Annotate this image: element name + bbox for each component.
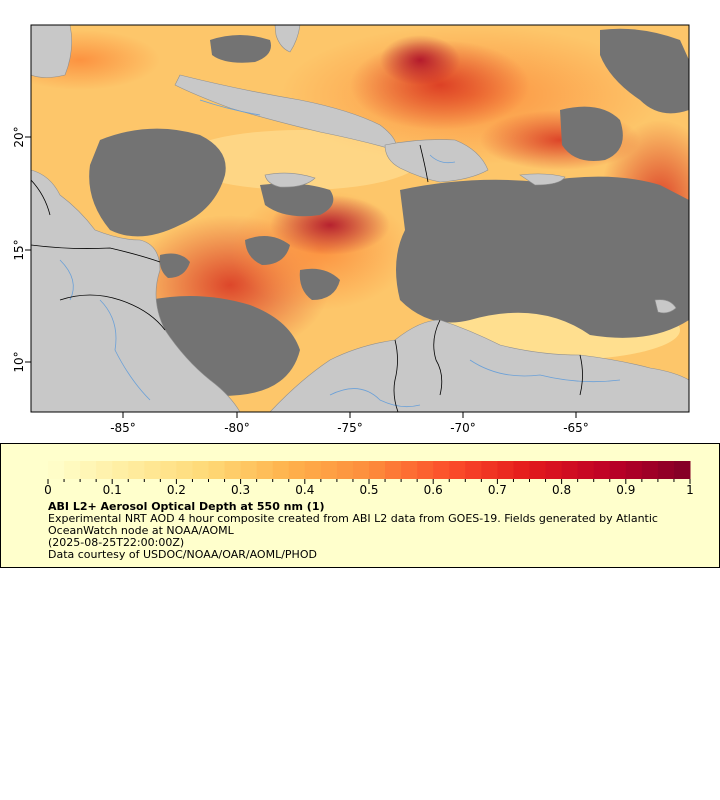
colorbar-cell [352, 461, 370, 479]
colorbar-tick-label: 0.8 [552, 483, 571, 497]
colorbar-cell [529, 461, 547, 479]
colorbar-tick-label: 0.1 [103, 483, 122, 497]
map-frame [30, 24, 690, 413]
colorbar: 0 0.1 0.2 0.3 0.4 0.5 0.6 0.7 0.8 0.9 1 [44, 461, 694, 497]
colorbar-cell [256, 461, 274, 479]
colorbar-cell [240, 461, 258, 479]
colorbar-cell [64, 461, 81, 479]
colorbar-tick-label: 0.7 [488, 483, 507, 497]
colorbar-cell [288, 461, 306, 479]
colorbar-tick-label: 0.5 [359, 483, 378, 497]
colorbar-cell [176, 461, 193, 479]
colorbar-cell [449, 461, 466, 479]
rivers [59, 99, 621, 408]
colorbar-cell [577, 461, 595, 479]
aod-low [180, 130, 420, 190]
colorbar-cell [160, 461, 177, 479]
lon-tick-label: -75° [337, 421, 363, 435]
colorbar-cell [320, 461, 338, 479]
colorbar-tick-label: 0.4 [295, 483, 314, 497]
colorbar-cell [625, 461, 643, 479]
colorbar-cell [593, 461, 611, 479]
no-data-regions [31, 28, 689, 396]
colorbar-cell [369, 461, 386, 479]
lon-tick-label: -80° [224, 421, 250, 435]
colorbar-cell [641, 461, 659, 479]
legend-description: Experimental NRT AOD 4 hour composite cr… [48, 512, 658, 537]
colorbar-ticks: 0 0.1 0.2 0.3 0.4 0.5 0.6 0.7 0.8 0.9 1 [44, 479, 694, 497]
colorbar-cell [673, 461, 691, 479]
lat-tick-label: 20° [12, 126, 26, 147]
lon-tick-label: -70° [450, 421, 476, 435]
colorbar-tick-label: 0.3 [231, 483, 250, 497]
colorbar-cell [433, 461, 450, 479]
lon-tick-label: -65° [563, 421, 589, 435]
colorbar-cell [336, 461, 354, 479]
colorbar-tick-label: 0.6 [424, 483, 443, 497]
colorbar-cell [401, 461, 418, 479]
colorbar-cell [192, 461, 209, 479]
map-panel: -85° -80° -75° -70° -65° 10° 15° 20° [12, 24, 690, 435]
colorbar-cell [417, 461, 434, 479]
colorbar-cell [465, 461, 482, 479]
colorbar-cell [96, 461, 113, 479]
legend-text: ABI L2+ Aerosol Optical Depth at 550 nm … [48, 501, 708, 561]
legend-title: ABI L2+ Aerosol Optical Depth at 550 nm … [48, 500, 325, 513]
colorbar-cell [48, 461, 65, 479]
colorbar-tick-label: 0.9 [616, 483, 635, 497]
lat-tick-label: 10° [12, 351, 26, 372]
colorbar-cells [48, 461, 691, 479]
colorbar-cell [144, 461, 161, 479]
colorbar-cell [208, 461, 226, 479]
lon-tick-label: -85° [110, 421, 136, 435]
longitude-axis: -85° -80° -75° -70° -65° [110, 412, 589, 435]
colorbar-cell [657, 461, 675, 479]
borders [31, 144, 583, 412]
colorbar-cell [385, 461, 402, 479]
lat-tick-label: 15° [12, 239, 26, 260]
colorbar-cell [609, 461, 627, 479]
land [31, 25, 689, 412]
colorbar-cell [513, 461, 530, 479]
colorbar-cell [80, 461, 97, 479]
aod-map: -85° -80° -75° -70° -65° 10° 15° 20° [12, 24, 690, 435]
latitude-axis: 10° 15° 20° [12, 126, 31, 373]
colorbar-tick-label: 0.2 [167, 483, 186, 497]
legend-panel: 0 0.1 0.2 0.3 0.4 0.5 0.6 0.7 0.8 0.9 1 ABI L2+ Ae… [0, 443, 720, 568]
legend-credit: Data courtesy of USDOC/NOAA/OAR/AOML/PHO… [48, 548, 317, 561]
colorbar-cell [561, 461, 579, 479]
legend-timestamp: (2025-08-25T22:00:00Z) [48, 536, 185, 549]
colorbar-cell [304, 461, 322, 479]
colorbar-cell [545, 461, 563, 479]
colorbar-cell [112, 461, 129, 479]
colorbar-cell [272, 461, 290, 479]
colorbar-cell [128, 461, 145, 479]
colorbar-cell [497, 461, 514, 479]
aod-plume [380, 35, 460, 85]
colorbar-tick-label: 0 [44, 483, 52, 497]
colorbar-tick-label: 1 [686, 483, 694, 497]
colorbar-cell [481, 461, 498, 479]
colorbar-cell [224, 461, 242, 479]
